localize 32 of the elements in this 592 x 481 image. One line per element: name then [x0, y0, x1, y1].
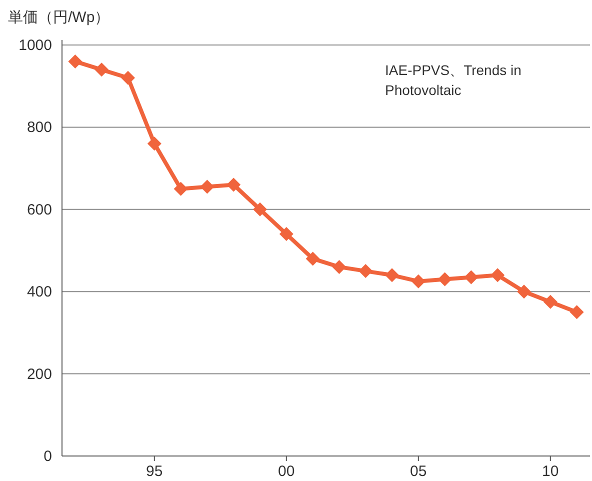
annotation: IAE-PPVS、Trends in Photovoltaic [385, 61, 522, 100]
point [517, 284, 531, 299]
point [121, 70, 135, 85]
y-tick-label: 600 [26, 201, 52, 218]
y-axis-title: 単価（円/Wp） [8, 9, 110, 26]
x-tick-label: 10 [542, 463, 559, 480]
y-tick-label: 0 [44, 448, 52, 465]
point [200, 180, 214, 194]
point [490, 268, 505, 282]
point [332, 260, 346, 274]
y-tick-label: 800 [26, 119, 52, 136]
x-tick-label: 00 [278, 463, 295, 480]
point [226, 178, 241, 192]
point [411, 274, 426, 288]
point [570, 305, 584, 320]
point [358, 264, 373, 278]
y-tick-label: 1000 [18, 37, 52, 54]
point [68, 54, 82, 68]
point [253, 202, 267, 216]
point [464, 270, 478, 284]
x-tick-label: 95 [146, 463, 163, 480]
point [147, 136, 162, 151]
point [174, 182, 188, 196]
x-tick-label: 05 [410, 463, 427, 480]
point [306, 252, 320, 266]
point [438, 272, 452, 286]
point [94, 62, 109, 77]
point [385, 268, 399, 282]
point [543, 294, 558, 309]
y-tick-label: 200 [26, 366, 52, 383]
y-tick-label: 400 [26, 284, 52, 301]
point [279, 227, 294, 242]
